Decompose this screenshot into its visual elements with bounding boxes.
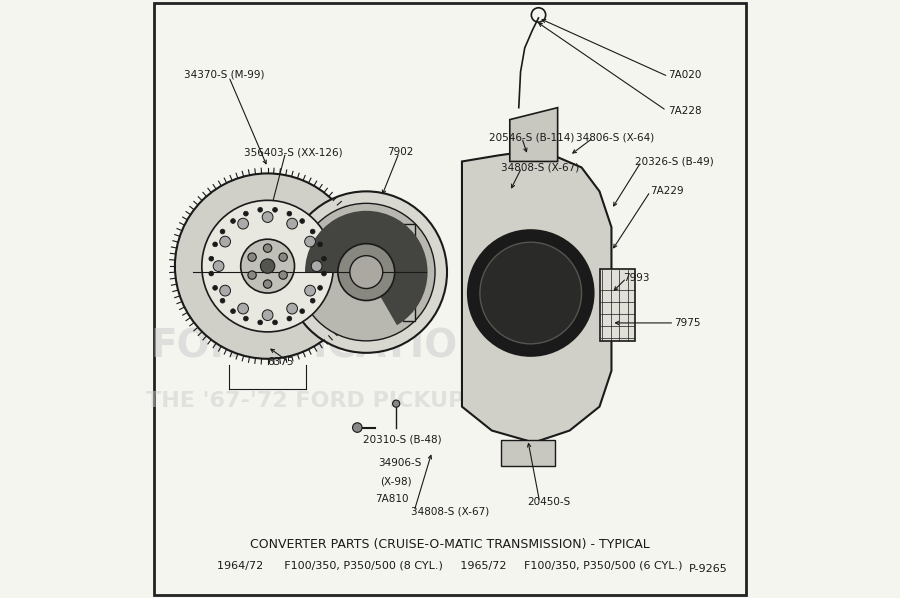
Circle shape: [257, 208, 263, 212]
Circle shape: [220, 229, 225, 234]
Text: 34808-S (X-67): 34808-S (X-67): [411, 507, 490, 516]
Text: 1964/72      F100/350, P350/500 (8 CYL.)     1965/72     F100/350, P350/500 (6 C: 1964/72 F100/350, P350/500 (8 CYL.) 1965…: [217, 560, 683, 570]
Circle shape: [240, 239, 294, 293]
Circle shape: [260, 259, 274, 273]
Circle shape: [212, 242, 218, 247]
Polygon shape: [509, 108, 558, 161]
Circle shape: [212, 285, 218, 290]
Polygon shape: [462, 150, 611, 443]
Circle shape: [321, 257, 327, 261]
Circle shape: [202, 200, 333, 332]
Text: 7975: 7975: [674, 318, 701, 328]
Circle shape: [350, 256, 382, 288]
Circle shape: [310, 298, 315, 303]
Circle shape: [213, 261, 224, 271]
Circle shape: [298, 203, 435, 341]
Text: THE '67-'72 FORD PICKUP SOURCE: THE '67-'72 FORD PICKUP SOURCE: [147, 390, 574, 411]
Circle shape: [480, 242, 581, 344]
Circle shape: [318, 285, 322, 290]
Text: 34808-S (X-67): 34808-S (X-67): [500, 163, 579, 172]
Bar: [599, 269, 635, 341]
Circle shape: [244, 211, 248, 216]
Circle shape: [264, 244, 272, 252]
Circle shape: [230, 309, 236, 313]
Circle shape: [318, 242, 322, 247]
Circle shape: [262, 310, 273, 321]
Bar: [402, 224, 415, 321]
Text: P-9265: P-9265: [689, 565, 728, 574]
Circle shape: [287, 218, 298, 229]
Circle shape: [257, 320, 263, 325]
Text: 6375: 6375: [267, 357, 294, 367]
Circle shape: [321, 271, 327, 276]
Circle shape: [175, 173, 360, 359]
Circle shape: [209, 271, 213, 276]
Circle shape: [262, 212, 273, 222]
Text: 20326-S (B-49): 20326-S (B-49): [635, 157, 714, 166]
Circle shape: [287, 211, 292, 216]
Text: 7A020: 7A020: [669, 70, 702, 80]
Wedge shape: [305, 210, 428, 325]
Circle shape: [238, 218, 248, 229]
Circle shape: [338, 244, 395, 300]
Text: (X-98): (X-98): [380, 477, 411, 486]
Text: 7A229: 7A229: [651, 187, 684, 196]
Circle shape: [220, 298, 225, 303]
Text: 7A810: 7A810: [375, 495, 409, 504]
Circle shape: [248, 253, 256, 261]
Circle shape: [305, 285, 316, 296]
Circle shape: [248, 271, 256, 279]
Circle shape: [220, 285, 230, 296]
Circle shape: [311, 261, 322, 271]
Circle shape: [230, 219, 236, 224]
Circle shape: [264, 280, 272, 288]
Circle shape: [279, 253, 287, 261]
Text: 34370-S (M-99): 34370-S (M-99): [184, 70, 265, 80]
Circle shape: [279, 271, 287, 279]
Circle shape: [285, 191, 447, 353]
Circle shape: [305, 236, 316, 247]
Text: 20546-S (B-114): 20546-S (B-114): [489, 133, 574, 142]
Text: CONVERTER PARTS (CRUISE-O-MATIC TRANSMISSION) - TYPICAL: CONVERTER PARTS (CRUISE-O-MATIC TRANSMIS…: [250, 538, 650, 551]
Circle shape: [273, 320, 277, 325]
Text: 20450-S: 20450-S: [527, 498, 571, 507]
Bar: [500, 440, 554, 466]
Text: 7993: 7993: [624, 273, 650, 283]
Circle shape: [300, 309, 304, 313]
Text: 34906-S: 34906-S: [378, 459, 421, 468]
Text: 7902: 7902: [387, 148, 414, 157]
Circle shape: [287, 316, 292, 321]
Circle shape: [353, 423, 362, 432]
Circle shape: [300, 219, 304, 224]
Circle shape: [209, 257, 213, 261]
Text: FORDIFICATION.COM: FORDIFICATION.COM: [150, 328, 606, 366]
Circle shape: [273, 208, 277, 212]
Text: 356403-S (XX-126): 356403-S (XX-126): [244, 148, 342, 157]
Text: 34806-S (X-64): 34806-S (X-64): [576, 133, 653, 142]
Circle shape: [392, 400, 400, 407]
Text: 20310-S (B-48): 20310-S (B-48): [364, 435, 442, 444]
Text: 7A228: 7A228: [669, 106, 702, 115]
Circle shape: [310, 229, 315, 234]
Circle shape: [238, 303, 248, 314]
Circle shape: [220, 236, 230, 247]
Circle shape: [468, 230, 593, 356]
Circle shape: [244, 316, 248, 321]
Circle shape: [287, 303, 298, 314]
